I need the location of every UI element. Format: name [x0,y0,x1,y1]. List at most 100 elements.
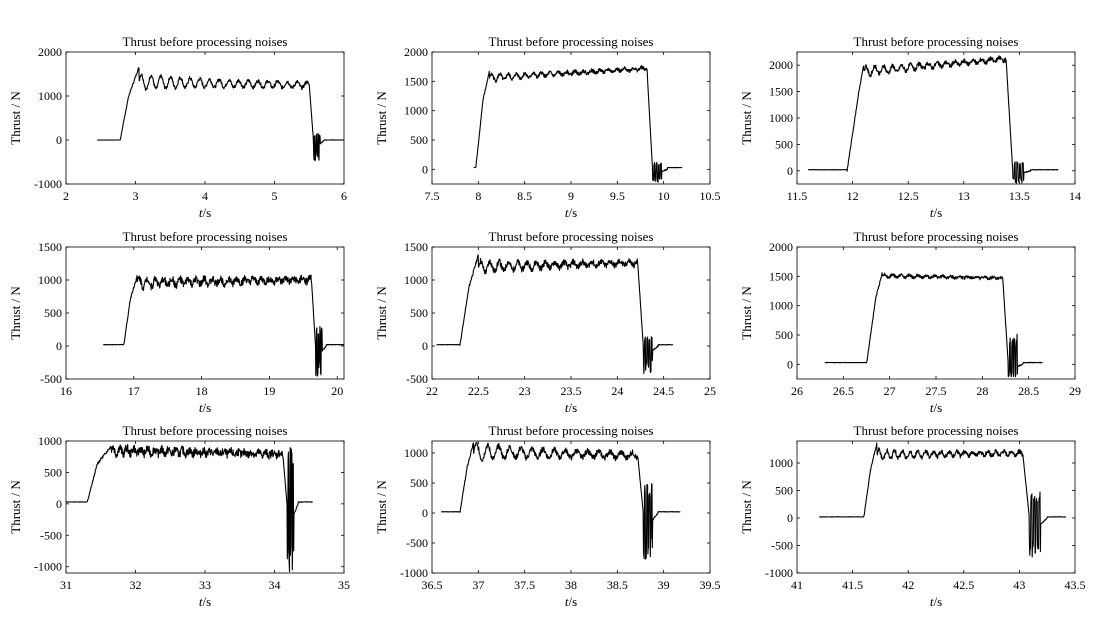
thrust-series-line [441,441,681,560]
thrust-series-line [473,65,683,183]
x-tick-label: 38.5 [607,578,628,592]
x-tick-label: 14 [1069,189,1081,203]
y-tick-label: 1000 [769,111,793,125]
x-tick-label: 8 [475,189,481,203]
plot-area [796,51,1076,185]
x-tick-label: 24.5 [653,384,674,398]
y-tick-label: -500 [40,528,62,542]
x-tick-label: 38 [565,578,577,592]
y-tick-label: 1000 [38,89,62,103]
x-tick-label: 42 [902,578,914,592]
y-tick-label: 1000 [38,434,62,448]
y-axis-label: Thrust / N [374,286,389,340]
y-tick-label: 500 [44,306,62,320]
x-axis-label: t/s [930,594,942,609]
x-tick-label: 23.5 [561,384,582,398]
chart-panel-7: Thrust before processing noises 31 32 33 34 3… [8,423,350,609]
y-axis-label: Thrust / N [8,91,23,145]
chart-panel-4: Thrust before processing noises 16 17 18 19 2… [8,229,345,415]
y-tick-label: 500 [410,133,428,147]
x-tick-label: 9 [568,189,574,203]
x-tick-label: 41 [791,578,803,592]
x-tick-label: 29 [1069,384,1081,398]
thrust-series-line [436,254,674,375]
thrust-series-line [824,272,1043,378]
chart-panel-3: Thrust before processing noises 11.5 12 12.… [739,34,1081,220]
x-tick-label: 43.5 [1065,578,1086,592]
y-tick-label: -500 [40,372,62,386]
thrust-series-line [819,442,1067,558]
x-tick-label: 43 [1013,578,1025,592]
x-tick-label: 9.5 [610,189,625,203]
y-tick-label: 0 [56,133,62,147]
x-tick-label: 26.5 [833,384,854,398]
x-tick-label: 13.5 [1009,189,1030,203]
thrust-series-line [97,67,345,162]
y-tick-label: 0 [422,162,428,176]
y-tick-label: -500 [771,539,793,553]
x-axis-label-unit: /s [933,594,942,609]
chart-panel-9: Thrust before processing noises 41 41.5 42 4… [739,423,1086,609]
chart-title: Thrust before processing noises [854,34,1019,49]
y-tick-label: -1000 [765,566,793,580]
x-tick-label: 19 [263,384,275,398]
chart-title: Thrust before processing noises [854,229,1019,244]
chart-title: Thrust before processing noises [489,34,654,49]
y-axis-label: Thrust / N [739,91,754,145]
chart-panel-2: Thrust before processing noises 7.5 8 8.5 9 9… [374,34,721,220]
x-axis-label-unit: /s [202,400,211,415]
y-axis-label: Thrust / N [374,91,389,145]
x-tick-label: 26 [791,384,803,398]
chart-title: Thrust before processing noises [489,423,654,438]
y-tick-label: 1500 [769,269,793,283]
y-tick-label: 500 [410,476,428,490]
x-axis-label-var: t [930,205,934,220]
y-tick-label: -1000 [34,177,62,191]
x-tick-label: 22.5 [468,384,489,398]
y-tick-label: 1000 [404,273,428,287]
plot-area [431,51,711,185]
y-tick-label: 2000 [769,58,793,72]
chart-title: Thrust before processing noises [123,229,288,244]
x-tick-label: 2 [63,189,69,203]
x-axis-label-var: t [930,594,934,609]
y-tick-label: -500 [406,372,428,386]
y-tick-label: 0 [422,339,428,353]
y-tick-label: 500 [775,484,793,498]
y-tick-label: 0 [422,506,428,520]
y-tick-label: 500 [775,137,793,151]
y-axis-label: Thrust / N [8,480,23,534]
y-tick-label: 1500 [404,74,428,88]
x-tick-label: 11.5 [787,189,808,203]
y-tick-label: 1000 [404,104,428,118]
y-tick-label: 1000 [38,273,62,287]
plot-area [65,246,345,380]
y-tick-label: 1000 [769,456,793,470]
y-tick-label: 0 [787,511,793,525]
x-tick-label: 33 [199,578,211,592]
x-tick-label: 10 [658,189,670,203]
x-axis-label: t/s [199,400,211,415]
x-tick-label: 3 [133,189,139,203]
x-tick-label: 41.5 [842,578,863,592]
x-tick-label: 8.5 [517,189,532,203]
y-tick-label: 2000 [404,45,428,59]
x-tick-label: 12.5 [898,189,919,203]
x-axis-label-unit: /s [933,205,942,220]
chart-title: Thrust before processing noises [123,423,288,438]
x-tick-label: 36.5 [422,578,443,592]
x-tick-label: 27.5 [926,384,947,398]
x-tick-label: 28.5 [1018,384,1039,398]
x-tick-label: 39 [658,578,670,592]
x-axis-label-unit: /s [202,205,211,220]
x-tick-label: 10.5 [700,189,721,203]
chart-panel-5: Thrust before processing noises 22 22.5 23 2… [374,229,716,415]
y-tick-label: -500 [406,536,428,550]
x-tick-label: 4 [202,189,208,203]
x-tick-label: 16 [60,384,72,398]
chart-panel-6: Thrust before processing noises 26 26.5 27 2… [739,229,1081,415]
y-tick-label: 1500 [769,85,793,99]
x-tick-label: 31 [60,578,72,592]
plot-area [65,440,345,574]
